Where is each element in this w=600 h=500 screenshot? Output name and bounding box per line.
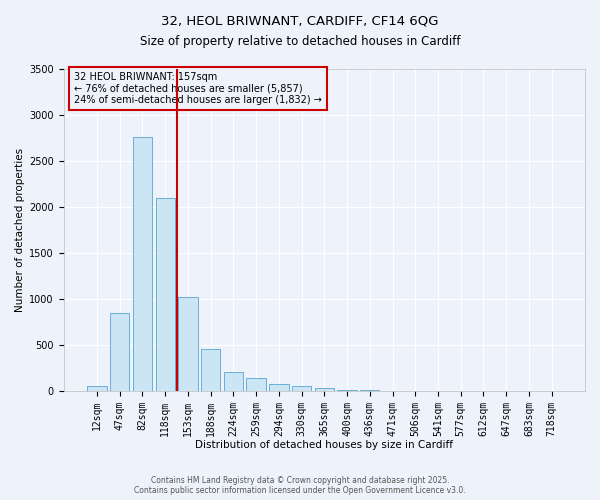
Bar xyxy=(314,388,334,391)
Bar xyxy=(269,384,289,391)
Bar xyxy=(247,378,266,391)
Text: 32 HEOL BRIWNANT: 157sqm
← 76% of detached houses are smaller (5,857)
24% of sem: 32 HEOL BRIWNANT: 157sqm ← 76% of detach… xyxy=(74,72,322,106)
Text: Size of property relative to detached houses in Cardiff: Size of property relative to detached ho… xyxy=(140,35,460,48)
Y-axis label: Number of detached properties: Number of detached properties xyxy=(15,148,25,312)
X-axis label: Distribution of detached houses by size in Cardiff: Distribution of detached houses by size … xyxy=(196,440,454,450)
Bar xyxy=(110,312,130,391)
Bar xyxy=(292,386,311,391)
Bar xyxy=(133,137,152,391)
Text: Contains HM Land Registry data © Crown copyright and database right 2025.
Contai: Contains HM Land Registry data © Crown c… xyxy=(134,476,466,495)
Bar xyxy=(178,297,197,391)
Bar xyxy=(155,198,175,391)
Bar xyxy=(337,390,357,391)
Bar xyxy=(224,372,243,391)
Bar xyxy=(88,386,107,391)
Text: 32, HEOL BRIWNANT, CARDIFF, CF14 6QG: 32, HEOL BRIWNANT, CARDIFF, CF14 6QG xyxy=(161,15,439,28)
Bar xyxy=(201,349,220,391)
